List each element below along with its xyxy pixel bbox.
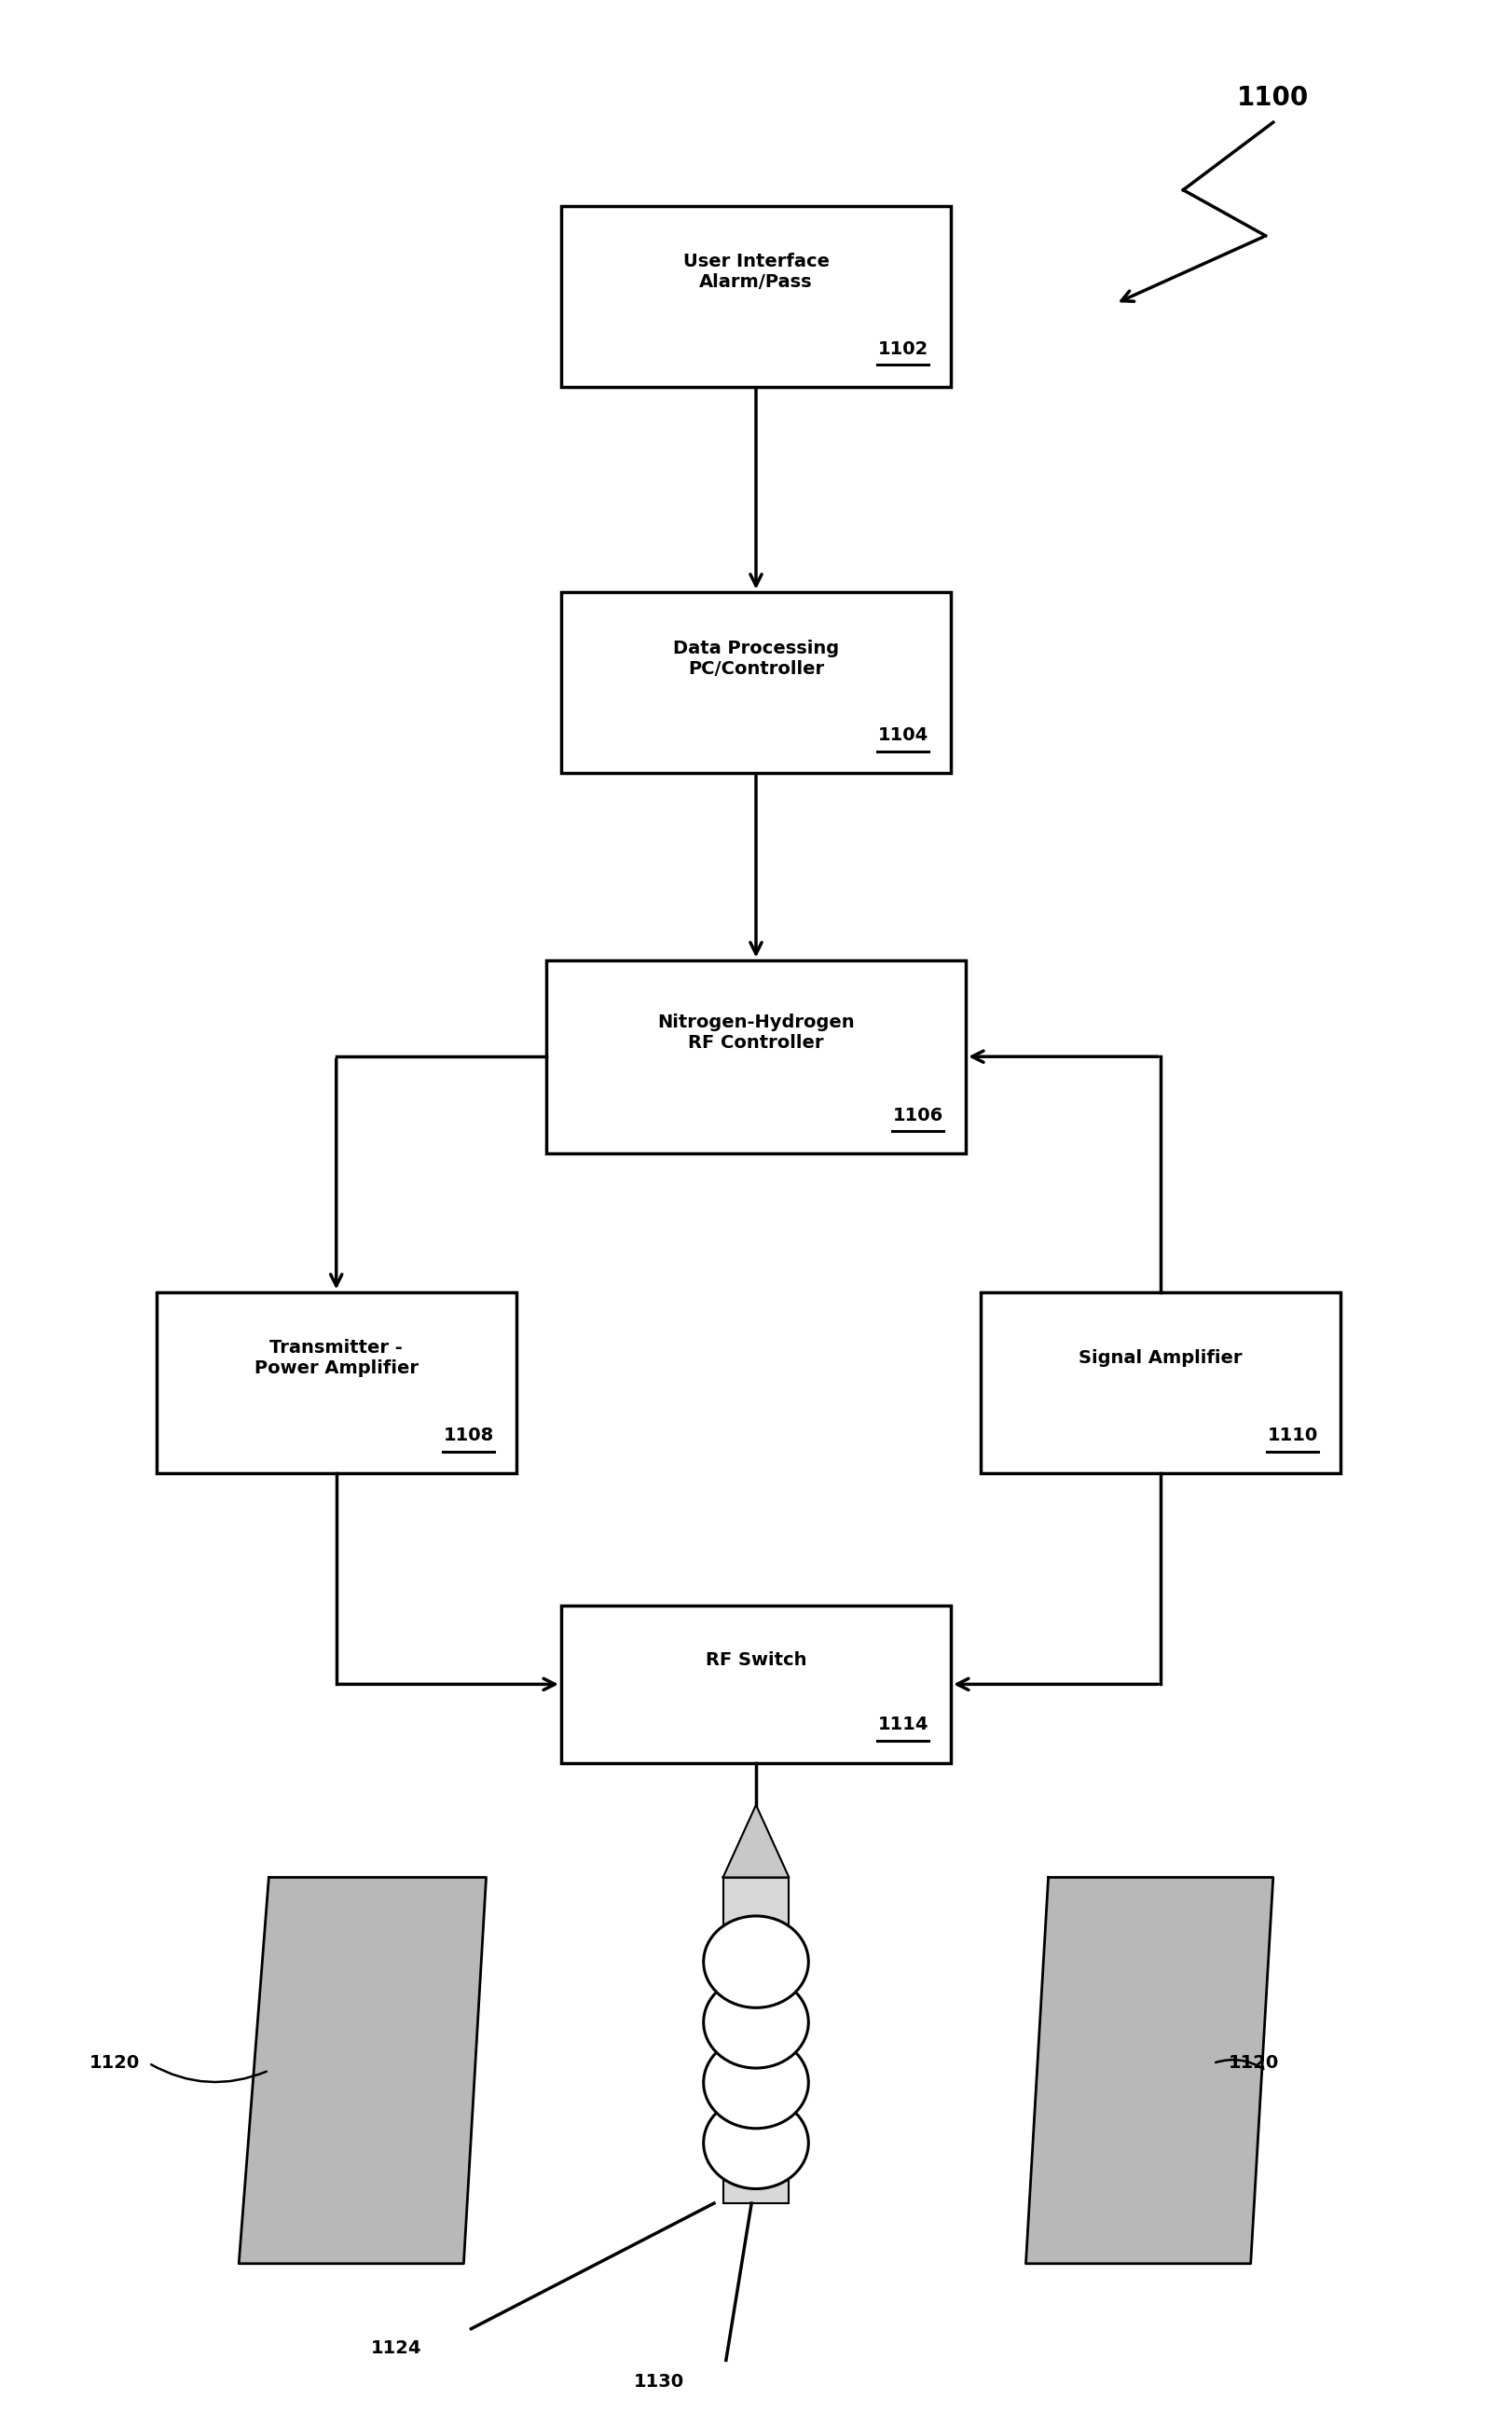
FancyBboxPatch shape — [561, 1607, 951, 1762]
Text: 1110: 1110 — [1267, 1427, 1318, 1444]
Text: 1124: 1124 — [370, 2340, 422, 2357]
FancyBboxPatch shape — [561, 592, 951, 772]
Polygon shape — [1025, 1878, 1273, 2264]
Text: 1114: 1114 — [877, 1716, 928, 1733]
Text: 1130: 1130 — [634, 2374, 683, 2391]
Text: RF Switch: RF Switch — [706, 1650, 806, 1670]
FancyBboxPatch shape — [981, 1291, 1341, 1473]
Text: Signal Amplifier: Signal Amplifier — [1080, 1349, 1243, 1366]
Text: User Interface
Alarm/Pass: User Interface Alarm/Pass — [683, 252, 829, 291]
FancyBboxPatch shape — [546, 961, 966, 1153]
Polygon shape — [723, 1806, 789, 1878]
Text: 1108: 1108 — [443, 1427, 493, 1444]
FancyBboxPatch shape — [723, 1878, 789, 2204]
Ellipse shape — [703, 2036, 809, 2128]
Text: Data Processing
PC/Controller: Data Processing PC/Controller — [673, 638, 839, 677]
Ellipse shape — [703, 1976, 809, 2068]
Text: Nitrogen-Hydrogen
RF Controller: Nitrogen-Hydrogen RF Controller — [658, 1014, 854, 1051]
Ellipse shape — [703, 1915, 809, 2007]
FancyBboxPatch shape — [561, 206, 951, 386]
Ellipse shape — [703, 2097, 809, 2189]
Text: Transmitter -
Power Amplifier: Transmitter - Power Amplifier — [254, 1340, 419, 1379]
Text: 1102: 1102 — [878, 340, 928, 357]
Text: 1104: 1104 — [878, 726, 928, 745]
Polygon shape — [239, 1878, 487, 2264]
Text: 1120: 1120 — [1228, 2053, 1279, 2073]
FancyBboxPatch shape — [156, 1291, 516, 1473]
Text: 1120: 1120 — [89, 2053, 139, 2073]
Text: 1100: 1100 — [1237, 85, 1309, 112]
Text: 1106: 1106 — [892, 1107, 943, 1124]
